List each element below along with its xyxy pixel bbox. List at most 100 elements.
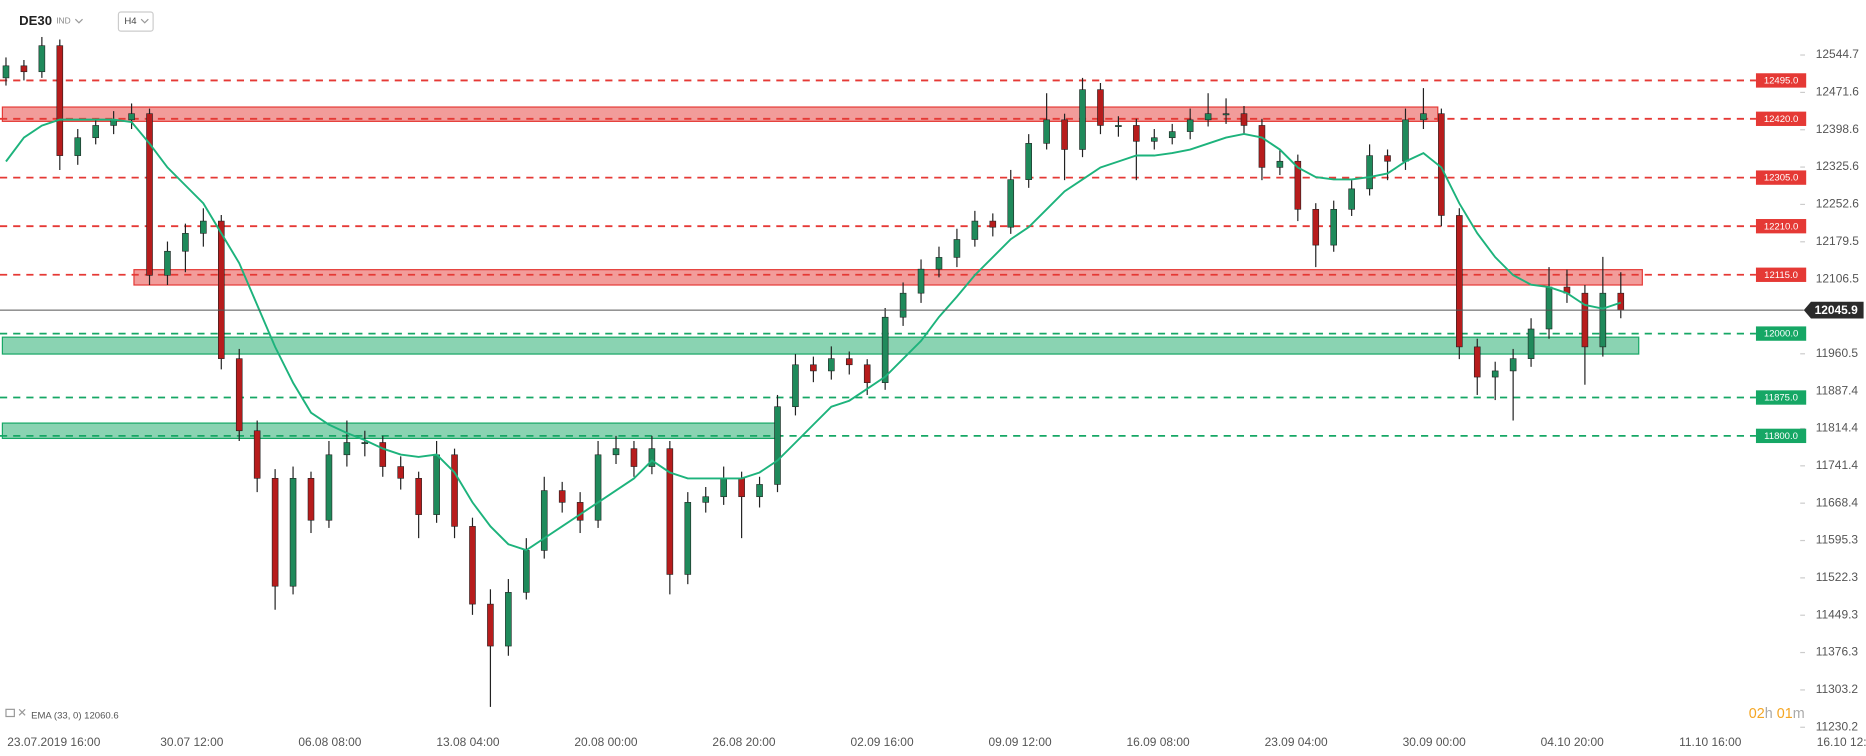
candle-body — [56, 45, 64, 156]
candle-body — [200, 220, 207, 234]
y-tick-label: 11230.2 — [1816, 719, 1859, 733]
candle-body — [1294, 160, 1302, 210]
level-label: 12210.0 — [1764, 221, 1799, 232]
candle-body — [1384, 155, 1391, 162]
level-label: 12305.0 — [1764, 173, 1799, 184]
level-label: 12115.0 — [1764, 270, 1798, 281]
x-tick-label: 06.08 08:00 — [298, 735, 361, 749]
y-tick-label: 11668.4 — [1816, 495, 1859, 509]
y-tick-label: 12325.6 — [1816, 159, 1860, 173]
timeframe[interactable]: H4 — [124, 16, 137, 27]
indicator-icon[interactable] — [5, 708, 15, 718]
symbol[interactable]: DE30 — [19, 13, 52, 28]
candle-body — [1330, 209, 1338, 246]
y-tick-label: 11960.5 — [1816, 346, 1859, 360]
candle-body — [1348, 188, 1355, 210]
y-tick-label: 11887.4 — [1816, 383, 1859, 397]
candle-body — [1007, 179, 1015, 228]
x-tick-label: 11.10 16:00 — [1679, 735, 1742, 749]
x-tick-label: 16.10 12:00 — [1817, 735, 1866, 749]
candle-body — [1509, 358, 1517, 372]
candle-body — [164, 250, 171, 276]
y-tick-label: 12252.6 — [1816, 197, 1860, 211]
candle-body — [433, 454, 440, 515]
level-label-box — [1755, 73, 1807, 88]
current-price-label: 12045.9 — [1815, 303, 1859, 317]
candle-body — [1276, 160, 1284, 168]
dropdown-arrow[interactable] — [140, 18, 149, 24]
zone — [1, 336, 1640, 355]
y-tick-label: 11303.2 — [1816, 682, 1859, 696]
countdown-unit: m — [1793, 706, 1805, 722]
candle-body — [612, 448, 620, 456]
y-tick-label: 12471.6 — [1816, 85, 1860, 99]
candle-body — [863, 364, 871, 383]
candle-body — [505, 592, 512, 647]
current-price-box — [1803, 301, 1864, 319]
y-tick-label: 11449.3 — [1816, 607, 1859, 621]
candle-body — [576, 502, 584, 521]
candle-body — [540, 490, 548, 551]
y-tick-label: 11522.3 — [1816, 570, 1859, 584]
candle-body — [1168, 131, 1176, 139]
candle-body — [92, 125, 99, 139]
candle-body — [343, 442, 351, 456]
candle-body — [1043, 119, 1050, 144]
countdown-minutes: 01 — [1777, 706, 1793, 722]
x-tick-label: 30.09 00:00 — [1403, 735, 1466, 749]
candle-body — [810, 364, 817, 372]
ema-line — [5, 118, 1622, 552]
level-label-box — [1755, 267, 1807, 282]
candle-body — [38, 45, 46, 73]
dropdown-arrow[interactable] — [74, 18, 83, 24]
candle-body — [1402, 119, 1409, 162]
level-label-box — [1755, 428, 1807, 444]
level-label-box — [1755, 326, 1807, 341]
candle-body — [684, 502, 692, 575]
candle-body — [1527, 328, 1535, 359]
candle-body — [451, 454, 458, 527]
indicator-close[interactable] — [18, 708, 26, 716]
candle-body — [989, 220, 997, 228]
x-tick-label: 23.07.2019 16:00 — [7, 735, 100, 749]
candle-body — [253, 430, 261, 479]
plot-area: 12544.7 12471.6 12398.6 12325.6 12252.6 12179… — [0, 36, 1866, 749]
candle-body — [774, 406, 781, 485]
candle-body — [2, 65, 10, 79]
candle-body — [1222, 113, 1230, 116]
countdown-hours: 02 — [1749, 706, 1765, 722]
countdown-unit: h — [1765, 706, 1773, 722]
x-tick-label: 09.09 12:00 — [989, 735, 1052, 749]
candle-body — [1491, 370, 1499, 378]
market: IND — [56, 16, 70, 26]
candle-body — [971, 220, 979, 240]
zone — [1, 106, 1439, 122]
timeframe-box[interactable] — [117, 11, 154, 32]
candle-body — [792, 364, 799, 408]
candle-body — [953, 239, 961, 258]
candle-body — [397, 466, 405, 479]
x-tick-label: 20.08 00:00 — [574, 735, 637, 749]
candle-body — [1258, 125, 1266, 168]
candle-body — [20, 65, 28, 73]
indicator-value: 12060.6 — [84, 710, 119, 721]
candle-body — [1599, 292, 1607, 348]
x-tick-label: 26.08 20:00 — [712, 735, 775, 749]
candle-body — [1581, 292, 1589, 348]
candle-body — [881, 316, 889, 383]
candle-body — [217, 220, 225, 359]
x-tick-label: 04.10 20:00 — [1541, 735, 1604, 749]
candle-body — [1115, 125, 1122, 127]
y-tick-label: 11595.3 — [1816, 533, 1859, 547]
candle-body — [738, 478, 745, 498]
candle-body — [469, 526, 476, 605]
candle-body — [1150, 137, 1158, 142]
candle-body — [1025, 143, 1032, 180]
indicator-name: EMA (33, 0) — [31, 710, 81, 721]
candle-body — [128, 113, 135, 121]
x-tick-label: 16.09 08:00 — [1127, 735, 1190, 749]
candle-body — [1240, 113, 1248, 126]
candle-body — [1617, 292, 1625, 311]
countdown: 02h 01m — [1749, 706, 1805, 722]
